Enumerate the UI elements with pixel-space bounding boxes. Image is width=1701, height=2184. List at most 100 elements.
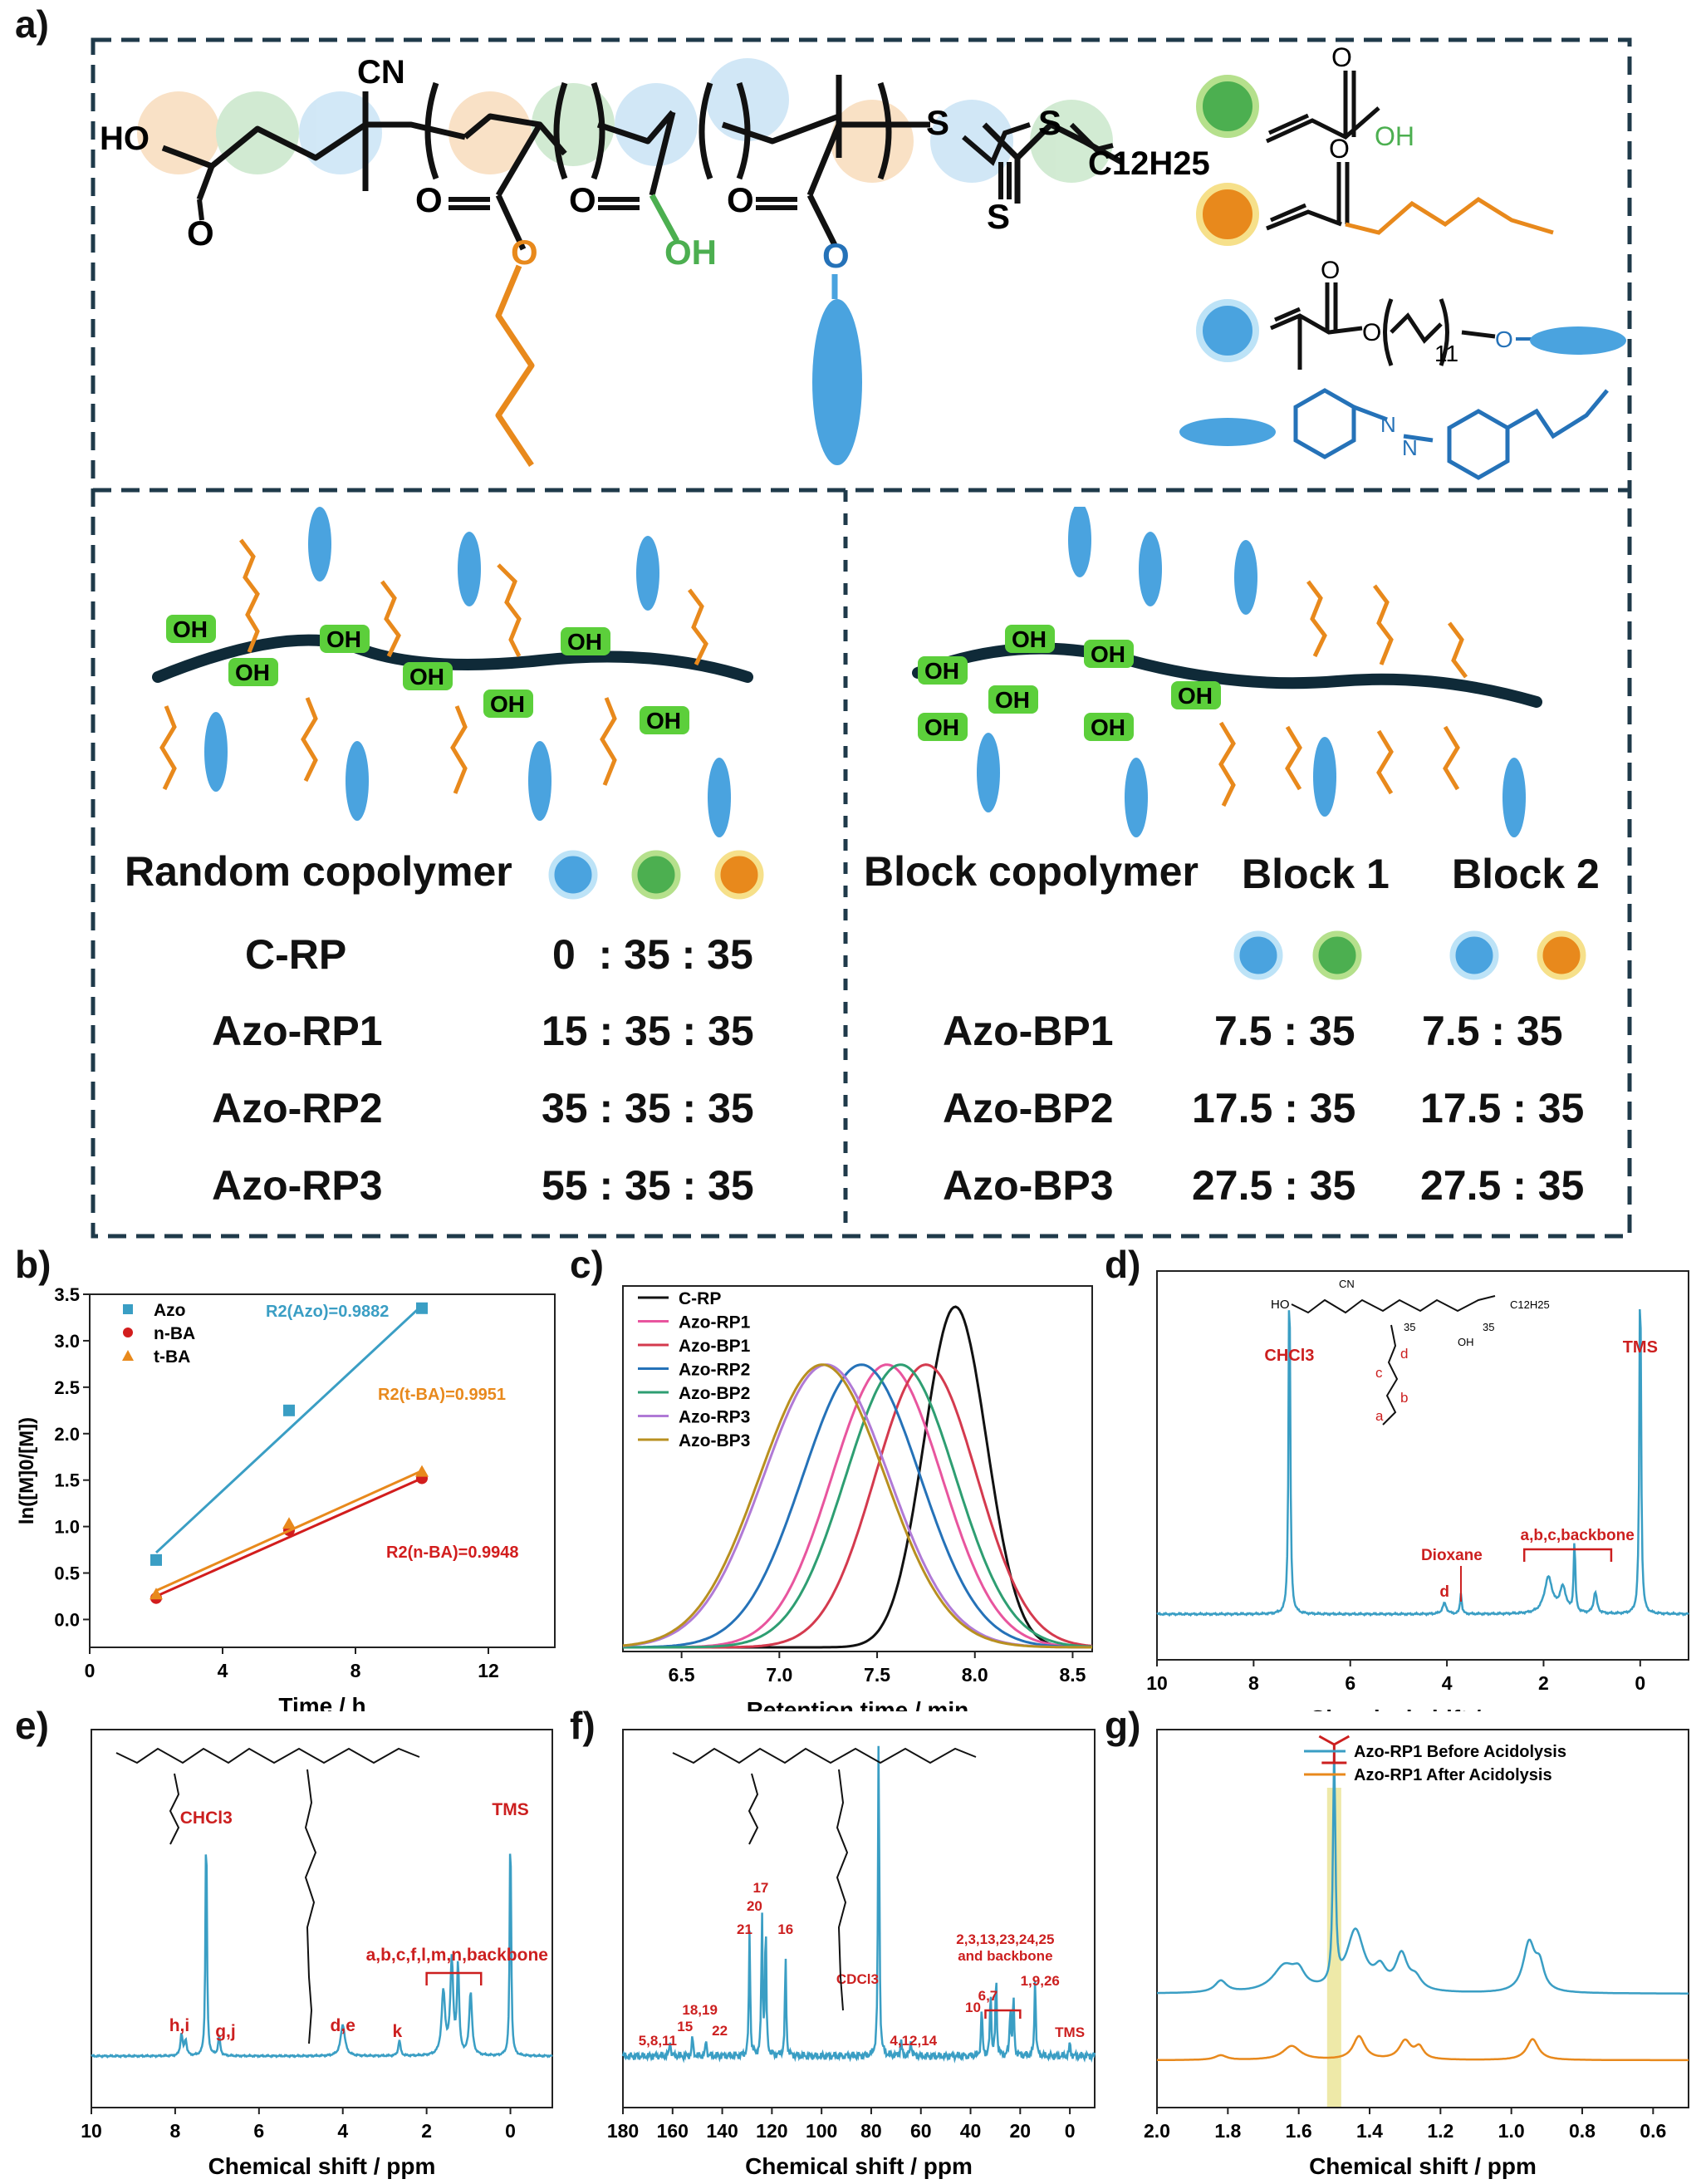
azo-n2: N [1402, 435, 1418, 460]
legend-label: Azo-RP2 [679, 1361, 750, 1380]
peak-label-10: 10 [965, 2000, 981, 2015]
text-o-ester2b: O [822, 236, 850, 275]
oh-badge-text: OH [924, 658, 959, 684]
chart-e-nmr: 10 8 6 4 2 0 Chemical shift / ppm CHCl3 TMS h,i g,… [81, 1729, 553, 2179]
x-axis-label: Chemical shift / ppm [1309, 2153, 1537, 2179]
random-row-name: Azo-RP3 [212, 1162, 383, 1209]
structure-chain [1291, 1295, 1496, 1314]
peak-label-58: 5,8,11 [639, 2033, 677, 2049]
y-tick-label: 0.0 [54, 1609, 80, 1630]
structure-sidechain-ba [169, 1773, 180, 1845]
x-tick-label: 20 [1010, 2120, 1032, 2142]
trithiocarbonate-bonds [962, 122, 1114, 199]
text-o-ester1b: O [511, 233, 538, 272]
text-s2: S [1038, 103, 1061, 142]
legend-label: C-RP [679, 1289, 721, 1308]
peak-label-dioxane: Dioxane [1421, 1547, 1483, 1564]
block-row-r1: 7.5 : 35 [1214, 1008, 1355, 1054]
x-tick-label: 0 [1065, 2120, 1076, 2142]
peak-label-19: 1,9,26 [1021, 1973, 1060, 1989]
peak-label-group1: 2,3,13,23,24,25 [956, 1931, 1054, 1947]
x-tick-label: 7.5 [864, 1664, 890, 1686]
peak-label-k: k [392, 2022, 402, 2041]
peak-label-tms: TMS [1623, 1338, 1658, 1357]
panel-label-f: f) [570, 1704, 596, 1747]
nmr-trace [91, 1853, 553, 2059]
x-axis-label: Chemical shift / ppm [745, 2153, 973, 2179]
group-bracket [1522, 1548, 1613, 1562]
peak-label-tms: TMS [492, 1800, 528, 1819]
peak-label-17: 17 [752, 1880, 768, 1896]
structure-oh: OH [1458, 1336, 1474, 1348]
x-tick-label: 8 [170, 2120, 181, 2142]
oh-badge-text: OH [1178, 683, 1213, 709]
plot-frame [91, 1729, 553, 2108]
ma-n11: 11 [1434, 341, 1458, 366]
peak-label-gj: g,j [215, 2022, 236, 2041]
x-tick-label: 6 [253, 2120, 264, 2142]
ma-o: O [1321, 257, 1340, 284]
y-tick-label: 3.0 [54, 1331, 80, 1352]
x-tick-label: 2 [421, 2120, 432, 2142]
block-row-r1: 27.5 : 35 [1192, 1162, 1356, 1209]
x-tick-label: 1.6 [1286, 2120, 1312, 2142]
plot-frame [1156, 1729, 1689, 2108]
block-row-r2: 17.5 : 35 [1420, 1085, 1585, 1131]
block2-title: Block 2 [1452, 851, 1600, 897]
chart-b-kinetics: 0 4 8 12 0.0 0.5 1.0 1.5 2.0 2.5 3.0 3.5 Time / h ln(… [16, 1284, 556, 1711]
structure-n35: 35 [1404, 1321, 1415, 1333]
block-row-name: Azo-BP1 [943, 1008, 1114, 1054]
panel-label-a: a) [15, 2, 49, 46]
random-row-ratio: 0 : 35 : 35 [552, 931, 753, 978]
peak-label-group: a,b,c,f,l,m,n,backbone [366, 1946, 548, 1965]
oh-badge-text: OH [924, 714, 959, 740]
legend-label: Azo-BP3 [679, 1431, 750, 1450]
ma-o2: O [1362, 319, 1381, 346]
x-tick-label: 0.6 [1640, 2120, 1666, 2142]
legend-label: n-BA [154, 1324, 195, 1343]
legend-marker [123, 1304, 133, 1314]
peak-label-1819: 18,19 [682, 2002, 718, 2018]
data-point [150, 1588, 163, 1600]
side-chains [495, 194, 838, 467]
structure-sidechain [1382, 1324, 1399, 1426]
structure-cn: CN [1339, 1278, 1355, 1290]
panel-label-e: e) [15, 1704, 49, 1747]
x-tick-label: 100 [806, 2120, 837, 2142]
x-tick-label: 6 [1345, 1672, 1355, 1694]
nmr-trace [1157, 2034, 1689, 2062]
gpc-trace [622, 1363, 1092, 1649]
structure-b: b [1400, 1390, 1408, 1406]
legend-label: Azo-RP1 Before Acidolysis [1354, 1743, 1566, 1761]
block-row-r2: 27.5 : 35 [1420, 1162, 1585, 1209]
legend-label: Azo-BP1 [679, 1337, 751, 1356]
block-copolymer-title: Block copolymer [864, 848, 1199, 895]
x-tick-label: 4 [1442, 1672, 1453, 1694]
peak-label-22: 22 [712, 2023, 728, 2039]
structure-c12: C12H25 [1510, 1298, 1550, 1311]
text-s1: S [926, 103, 949, 142]
azo-n1: N [1380, 412, 1396, 437]
panel-label-d: d) [1105, 1243, 1141, 1286]
legend-label: Azo-RP3 [679, 1408, 750, 1427]
oh-badges: OH OH OH OH OH OH OH [166, 615, 689, 734]
x-tick-label: 0 [505, 2120, 516, 2142]
text-o-ester2: O [727, 180, 754, 219]
block-row-r1: 17.5 : 35 [1192, 1085, 1356, 1131]
y-tick-label: 2.5 [54, 1377, 80, 1398]
x-tick-label: 1.4 [1356, 2120, 1383, 2142]
random-monomer-beads [548, 850, 764, 900]
structure-d: d [1400, 1346, 1408, 1362]
block-monomer-beads [1233, 930, 1586, 980]
x-tick-label: 1.2 [1427, 2120, 1453, 2142]
carbonyl-bonds [197, 197, 797, 221]
oh-badge-text: OH [1012, 626, 1047, 652]
x-tick-label: 10 [1146, 1672, 1168, 1694]
x-tick-label: 4 [218, 1660, 228, 1681]
structure-sidechain [304, 1769, 317, 2044]
fit-line [154, 1304, 424, 1554]
legend-label: t-BA [154, 1347, 190, 1367]
x-tick-label: 140 [706, 2120, 738, 2142]
monomer-bead-background [137, 58, 1113, 183]
structure-chain [672, 1747, 977, 1764]
